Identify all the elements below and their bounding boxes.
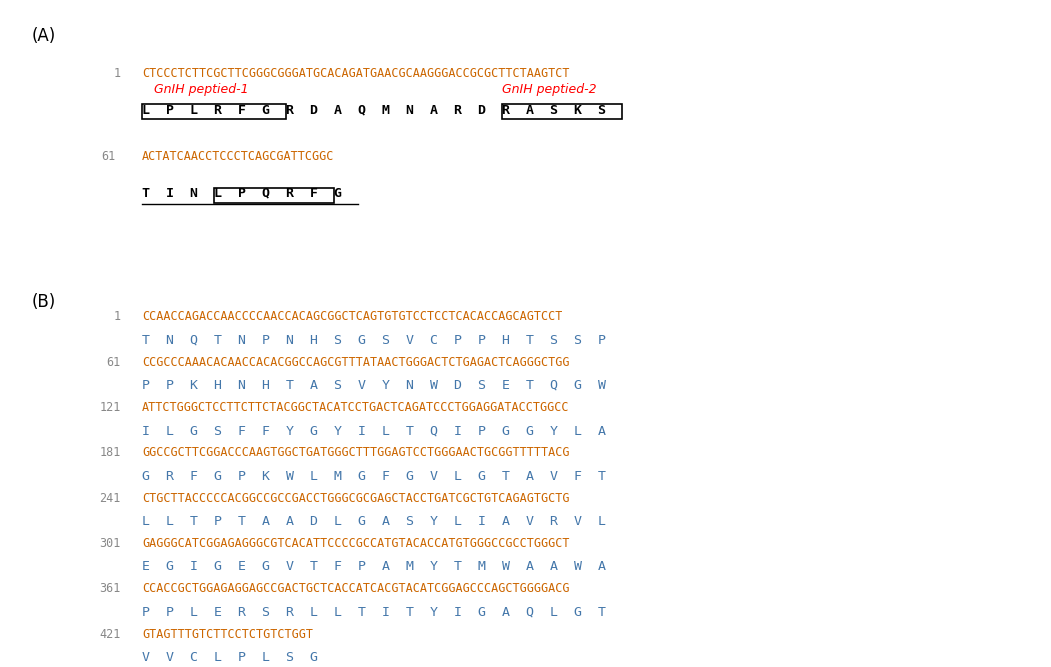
Text: 1: 1 <box>114 310 121 323</box>
Text: T  N  Q  T  N  P  N  H  S  G  S  V  C  P  P  H  T  S  S  P: T N Q T N P N H S G S V C P P H T S S P <box>142 334 605 346</box>
Text: CTCCCTCTTCGCTTCGGGCGGGATGCACAGATGAACGCAAGGGACCGCGCTTCTAAGTCT: CTCCCTCTTCGCTTCGGGCGGGATGCACAGATGAACGCAA… <box>142 67 570 79</box>
Text: (A): (A) <box>32 27 56 45</box>
Text: 301: 301 <box>100 537 121 550</box>
Text: 1: 1 <box>114 67 121 79</box>
Text: L  P  L  R  F  G  R  D  A  Q  M  N  A  R  D  R  A  S  K  S: L P L R F G R D A Q M N A R D R A S K S <box>142 103 605 116</box>
Text: CTGCTTACCCCCACGGCCGCCGACCTGGGCGCGAGCTACCTGATCGCTGTCAGAGTGCTG: CTGCTTACCCCCACGGCCGCCGACCTGGGCGCGAGCTACC… <box>142 492 570 504</box>
Text: 241: 241 <box>100 492 121 504</box>
Text: I  L  G  S  F  F  Y  G  Y  I  L  T  Q  I  P  G  G  Y  L  A: I L G S F F Y G Y I L T Q I P G G Y L A <box>142 424 605 437</box>
Text: ACTATCAACCTCCCTCAGCGATTCGGC: ACTATCAACCTCCCTCAGCGATTCGGC <box>142 150 334 163</box>
Text: GnIH peptied-1: GnIH peptied-1 <box>153 83 248 96</box>
Text: ATTCTGGGCTCCTTCTTCTACGGCTACATCCTGACTCAGATCCCTGGAGGATACCTGGCC: ATTCTGGGCTCCTTCTTCTACGGCTACATCCTGACTCAGA… <box>142 401 570 414</box>
Text: T  I  N  L  P  Q  R  F  G: T I N L P Q R F G <box>142 187 342 199</box>
Text: L  L  T  P  T  A  A  D  L  G  A  S  Y  L  I  A  V  R  V  L: L L T P T A A D L G A S Y L I A V R V L <box>142 515 605 528</box>
Text: G  R  F  G  P  K  W  L  M  G  F  G  V  L  G  T  A  V  F  T: G R F G P K W L M G F G V L G T A V F T <box>142 470 605 482</box>
Text: P  P  L  E  R  S  R  L  L  T  I  T  Y  I  G  A  Q  L  G  T: P P L E R S R L L T I T Y I G A Q L G T <box>142 606 605 618</box>
Text: (B): (B) <box>32 293 56 311</box>
Text: 121: 121 <box>100 401 121 414</box>
Text: V  V  C  L  P  L  S  G: V V C L P L S G <box>142 651 317 664</box>
Text: 421: 421 <box>100 628 121 640</box>
Text: 61: 61 <box>101 150 116 163</box>
Text: 61: 61 <box>106 356 121 368</box>
Text: GAGGGCATCGGAGAGGGCGTCACATTCCCCGCCATGTACACCATGTGGGCCGCCTGGGCT: GAGGGCATCGGAGAGGGCGTCACATTCCCCGCCATGTACA… <box>142 537 570 550</box>
Text: CCGCCCAAACACAACCACACGGCCAGCGTTTATAACTGGGACTCTGAGACTCAGGGCTGG: CCGCCCAAACACAACCACACGGCCAGCGTTTATAACTGGG… <box>142 356 570 368</box>
Text: GGCCGCTTCGGACCCAAGTGGCTGATGGGCTTTGGAGTCCTGGGAACTGCGGTTTTTACG: GGCCGCTTCGGACCCAAGTGGCTGATGGGCTTTGGAGTCC… <box>142 446 570 459</box>
Text: 361: 361 <box>100 582 121 595</box>
Text: E  G  I  G  E  G  V  T  F  P  A  M  Y  T  M  W  A  A  W  A: E G I G E G V T F P A M Y T M W A A W A <box>142 560 605 573</box>
Text: GTAGTTTGTCTTCCTCTGTCTGGT: GTAGTTTGTCTTCCTCTGTCTGGT <box>142 628 313 640</box>
Text: 181: 181 <box>100 446 121 459</box>
Text: CCACCGCTGGAGAGGAGCCGACTGCTCACCATCACGTACATCGGAGCCCAGCTGGGGACG: CCACCGCTGGAGAGGAGCCGACTGCTCACCATCACGTACA… <box>142 582 570 595</box>
Text: P  P  K  H  N  H  T  A  S  V  Y  N  W  D  S  E  T  Q  G  W: P P K H N H T A S V Y N W D S E T Q G W <box>142 379 605 392</box>
Text: GnIH peptied-2: GnIH peptied-2 <box>502 83 597 96</box>
Text: CCAACCAGACCAACCCCAACCACAGCGGCTCAGTGTGTCCTCCTCACACCAGCAGTCCT: CCAACCAGACCAACCCCAACCACAGCGGCTCAGTGTGTCC… <box>142 310 562 323</box>
